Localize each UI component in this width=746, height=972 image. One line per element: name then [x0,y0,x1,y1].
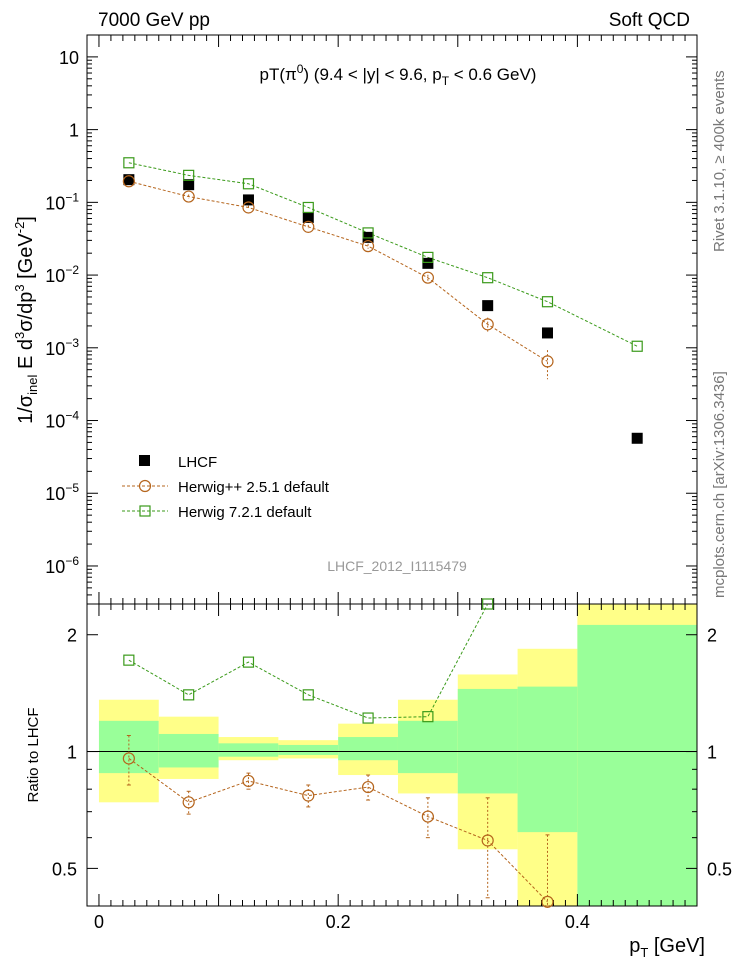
herwig7-point [183,169,195,181]
ratio-band-inner-6 [457,688,518,794]
lhcf-point [183,179,195,191]
ratio-y-tick-label: 0.5 [52,859,77,879]
main-y-tick-label: 1 [69,121,79,141]
lhcf-point [541,327,553,339]
ratio-herwig7-point [482,598,494,610]
ratio-y-tick-label-right: 2 [707,626,717,646]
herwigpp-line [128,180,548,362]
herwig7-point [422,251,434,263]
herwigpp-point [421,271,434,284]
main-panel: 10 1 10−1 10−2 10−3 10−4 10−5 10−6 [45,34,698,605]
main-y-tick-label: 10−5 [45,481,79,504]
ratio-herwigpp-point [481,834,494,847]
herwig7-point [242,178,255,190]
x-tick-label: 0.2 [326,912,351,932]
ratio-band-inner-1 [158,733,219,768]
herwig7-point [631,340,643,352]
main-y-tick-label: 10−1 [45,190,79,213]
ratio-herwigpp-point [182,796,195,809]
ratio-band-inner-8 [577,624,697,906]
ratio-herwig7-point [302,689,314,701]
herwigpp-point [541,355,554,368]
herwig7-point [541,296,554,308]
legend-marker-herwigpp [138,479,152,493]
x-tick-label: 0.4 [565,912,590,932]
herwigpp-point [302,220,315,233]
herwigpp-point [122,175,135,188]
ratio-herwigpp-point [242,774,255,788]
plot-title: pT(π0) (9.4 < |y| < 9.6, pT < 0.6 GeV) [260,62,537,88]
legend: LHCF Herwig++ 2.5.1 default Herwig 7.2.1… [122,454,330,521]
herwigpp-point [242,201,255,214]
mcplots-reference-label: mcplots.cern.ch [arXiv:1306.3436] [711,371,728,598]
x-axis-label: pT [GeV] [629,935,705,960]
ratio-y-tick-label-right: 0.5 [707,859,732,879]
ratio-herwigpp-point [122,752,135,765]
lhcf-point [302,211,314,223]
ratio-y-tick-label: 2 [67,626,77,646]
analysis-tag: LHCF_2012_I1115479 [327,558,467,574]
ratio-y-tick-label: 1 [67,743,77,763]
ratio-band-inner-3 [278,744,339,755]
herwigpp-point [182,190,195,203]
main-y-tick-label: 10−6 [45,554,79,577]
legend-label-herwig7: Herwig 7.2.1 default [178,504,312,521]
rivet-version-label: Rivet 3.1.10, ≥ 400k events [711,70,728,252]
ratio-band-inner-4 [338,737,398,761]
ratio-herwig7-point [362,712,374,724]
herwig7-point [123,157,135,169]
ratio-herwig7-line [128,603,489,719]
lhcf-point [242,194,254,206]
ratio-y-axis-label: Ratio to LHCF [25,707,42,802]
ratio-herwigpp-point [361,780,375,794]
ratio-band-inner-5 [397,720,458,774]
legend-marker-herwig7 [139,505,151,517]
main-y-tick-label: 10−3 [45,336,79,359]
main-y-tick-label: 10−2 [45,263,79,286]
header-process-label: Soft QCD [609,10,690,31]
ratio-herwigpp-point [541,895,554,908]
legend-marker-lhcf [139,455,150,466]
main-y-tick-label: 10−4 [45,409,79,432]
ratio-herwigpp-point [421,810,434,823]
ratio-herwig7-point [183,689,195,701]
lhcf-point [123,174,135,186]
legend-label-herwigpp: Herwig++ 2.5.1 default [178,479,330,496]
lhcf-point [422,257,434,269]
ratio-panel: 0 0.2 0.4 0.5 0.5 1 1 2 2 [52,598,732,932]
lhcf-point [631,432,643,444]
ratio-band-inner-7 [517,686,578,833]
ratio-herwig7-point [422,711,434,723]
legend-label-lhcf: LHCF [178,454,217,471]
lhcf-point [482,300,494,312]
ratio-herwig7-point [242,656,255,668]
herwig7-point [482,272,494,284]
main-y-tick-label: 10 [59,48,79,68]
herwigpp-point [361,240,375,253]
x-tick-label: 0 [94,912,104,932]
herwigpp-point [481,318,494,331]
ratio-herwig7-point [123,654,135,666]
ratio-band-inner-2 [218,743,279,757]
ratio-y-tick-label-right: 1 [707,743,717,763]
ratio-frame [86,603,698,907]
ratio-herwigpp-point [302,789,315,802]
ratio-herwigpp-line [128,758,548,903]
herwig7-point [302,201,314,214]
header-energy-label: 7000 GeV pp [98,10,210,31]
herwig7-point [362,227,374,239]
main-y-axis-label: 1/σinel E d3σ/dp3 [GeV-2] [12,216,40,424]
